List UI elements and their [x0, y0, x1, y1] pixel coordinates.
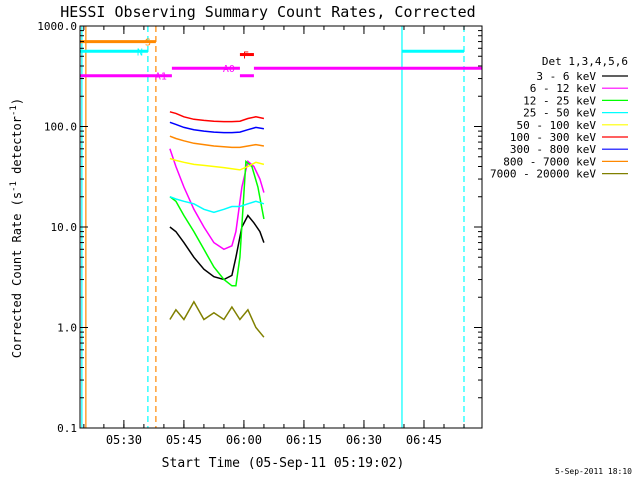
y-axis-label: Corrected Count Rate (s-1 detector-1) [9, 98, 24, 358]
x-axis-label: Start Time (05-Sep-11 05:19:02) [162, 456, 405, 471]
legend-label-2: 12 - 25 keV [523, 94, 596, 107]
flag-a0-label: A0 [223, 64, 235, 75]
x-tick-label-0: 05:30 [106, 433, 142, 447]
legend-label-7: 800 - 7000 keV [503, 155, 596, 168]
legend-label-3: 25 - 50 keV [523, 107, 596, 120]
legend-label-0: 3 - 6 keV [536, 70, 596, 83]
x-tick-label-3: 06:15 [286, 433, 322, 447]
series-line-2 [169, 159, 265, 287]
flag-f-label: F [243, 51, 249, 62]
y-axis-label-main: Corrected Count Rate (s [10, 192, 24, 358]
flag-n-label: N [137, 47, 143, 58]
flag-a1-label: A1 [155, 72, 167, 83]
y-axis-label-mid: detector [10, 116, 24, 181]
series-line-4 [169, 157, 265, 171]
y-tick-label-2: 10.0 [51, 221, 78, 234]
x-tick-label-5: 06:45 [406, 433, 442, 447]
legend-label-4: 50 - 100 keV [517, 119, 597, 132]
legend-label-6: 300 - 800 keV [510, 143, 596, 156]
y-axis-label-sup1: -1 [9, 181, 19, 192]
y-axis-label-end: ) [10, 98, 24, 105]
x-tick-label-4: 06:30 [346, 433, 382, 447]
y-axis-label-sup2: -1 [9, 105, 19, 116]
series-line-0 [169, 214, 265, 281]
y-tick-label-1: 1.0 [57, 322, 77, 335]
y-tick-label-3: 100.0 [44, 121, 77, 134]
series-line-3 [169, 195, 265, 214]
series-line-6 [169, 121, 265, 134]
footer-date-stamp: 5-Sep-2011 18:10 [555, 467, 632, 476]
chart-title: HESSI Observing Summary Count Rates, Cor… [60, 3, 475, 21]
legend-label-1: 6 - 12 keV [530, 82, 597, 95]
flag-s-label: S [145, 38, 151, 49]
series-line-7 [169, 135, 265, 149]
series-line-5 [169, 111, 265, 123]
legend-label-8: 7000 - 20000 keV [490, 168, 596, 181]
plot-area: SN F A0 A1 [80, 26, 482, 428]
series-line-8 [169, 300, 265, 338]
y-tick-label-4: 1000.0 [37, 20, 77, 33]
legend-label-5: 100 - 300 keV [510, 131, 596, 144]
axes: 0.1 1.0 10.0 100.0 1000.0 05:30 05:45 06:00 06:1… [37, 20, 483, 447]
x-tick-label-1: 05:45 [166, 433, 202, 447]
x-tick-label-2: 06:00 [226, 433, 262, 447]
axes-frame [79, 25, 483, 429]
series-line-1 [169, 148, 265, 251]
legend-title: Det 1,3,4,5,6 [542, 55, 628, 68]
y-tick-label-0: 0.1 [57, 422, 77, 435]
